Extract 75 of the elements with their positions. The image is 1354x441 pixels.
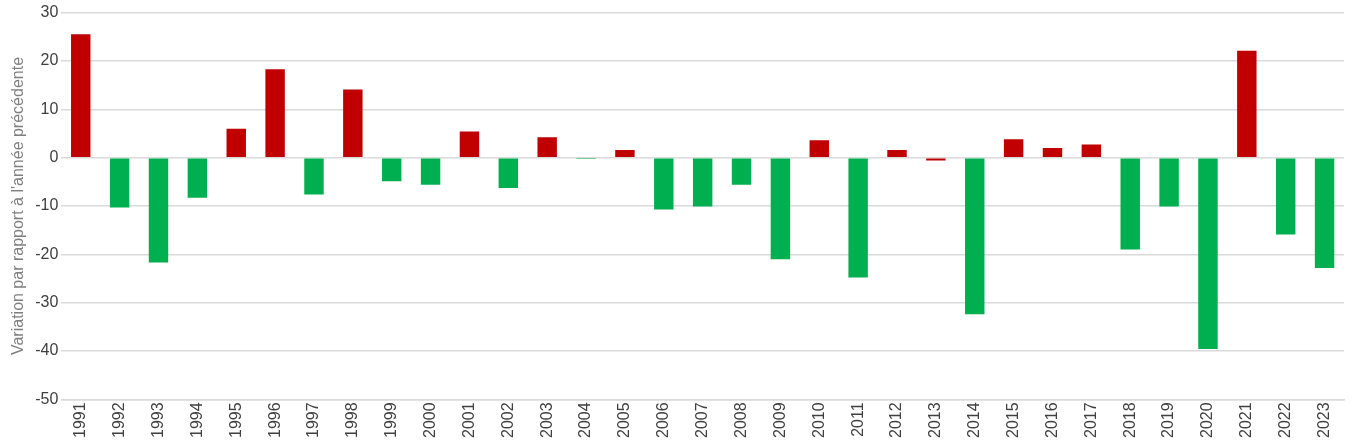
y-tick-label: -40 bbox=[35, 341, 59, 359]
x-tick-label: 2009 bbox=[770, 402, 788, 438]
y-tick-label: -50 bbox=[35, 389, 59, 407]
x-tick-label: 2011 bbox=[848, 402, 866, 437]
bar bbox=[381, 158, 402, 182]
x-tick-label: 1993 bbox=[148, 402, 166, 438]
bar bbox=[1314, 158, 1335, 268]
x-tick-label: 1994 bbox=[187, 402, 205, 438]
x-tick-label: 1999 bbox=[382, 402, 400, 438]
bar bbox=[887, 149, 907, 157]
bar bbox=[187, 158, 208, 198]
x-tick-label: 2015 bbox=[1004, 402, 1022, 438]
y-axis-title: Variation par rapport à l'année précédente bbox=[9, 56, 27, 356]
bar bbox=[809, 140, 829, 157]
bar bbox=[420, 158, 441, 185]
bar bbox=[615, 149, 635, 157]
bar bbox=[1042, 147, 1063, 157]
x-tick-label: 2016 bbox=[1042, 402, 1060, 438]
x-tick-label: 2021 bbox=[1237, 402, 1255, 438]
bar bbox=[304, 158, 324, 195]
x-tick-label: 2018 bbox=[1120, 402, 1138, 438]
bar bbox=[1081, 144, 1102, 157]
x-tick-label: 2020 bbox=[1198, 402, 1216, 438]
y-tick-label: -10 bbox=[35, 196, 59, 214]
bar bbox=[537, 137, 557, 157]
x-tick-label: 2008 bbox=[731, 402, 749, 438]
bar bbox=[731, 158, 752, 185]
x-tick-label: 2013 bbox=[926, 402, 944, 438]
x-tick-label: 2003 bbox=[537, 402, 555, 438]
bar bbox=[498, 158, 519, 189]
bar bbox=[265, 69, 285, 157]
bar bbox=[226, 128, 246, 157]
bar bbox=[654, 158, 674, 210]
bar bbox=[848, 158, 868, 278]
x-tick-label: 2004 bbox=[576, 402, 594, 438]
bar bbox=[1198, 158, 1218, 350]
x-tick-label: 2014 bbox=[965, 402, 983, 438]
x-tick-label: 2006 bbox=[654, 402, 672, 438]
y-tick-label: 10 bbox=[40, 99, 59, 117]
bar bbox=[1120, 158, 1140, 250]
y-tick-label: 20 bbox=[40, 51, 59, 69]
bar bbox=[1237, 50, 1257, 157]
x-tick-label: 2022 bbox=[1276, 402, 1294, 438]
x-tick-label: 2001 bbox=[459, 402, 477, 438]
x-tick-label: 2000 bbox=[420, 402, 438, 438]
x-tick-label: 1996 bbox=[265, 402, 283, 438]
bar bbox=[109, 158, 130, 208]
bar bbox=[1159, 158, 1179, 207]
x-tick-label: 2017 bbox=[1081, 402, 1099, 438]
bar bbox=[148, 158, 169, 263]
x-tick-label: 2019 bbox=[1159, 402, 1177, 438]
x-tick-label: 1992 bbox=[110, 402, 128, 438]
x-tick-label: 2023 bbox=[1314, 402, 1332, 438]
x-tick-label: 2012 bbox=[887, 402, 905, 438]
bar bbox=[459, 131, 480, 157]
bar bbox=[1275, 158, 1296, 235]
bar bbox=[770, 158, 791, 260]
y-tick-label: -30 bbox=[35, 293, 59, 311]
bar bbox=[965, 158, 985, 315]
y-tick-label: -20 bbox=[35, 244, 59, 262]
x-tick-label: 1997 bbox=[304, 402, 322, 438]
bar bbox=[343, 89, 363, 157]
x-tick-label: 2007 bbox=[693, 402, 711, 438]
bar bbox=[71, 34, 91, 157]
x-tick-label: 1995 bbox=[226, 402, 244, 438]
x-tick-label: 2005 bbox=[615, 402, 633, 438]
y-tick-label: 0 bbox=[49, 148, 59, 166]
x-tick-label: 2010 bbox=[809, 402, 827, 438]
x-tick-label: 2002 bbox=[498, 402, 516, 438]
x-tick-label: 1998 bbox=[343, 402, 361, 438]
bar bbox=[926, 158, 946, 161]
y-tick-label: 30 bbox=[40, 3, 59, 21]
bar bbox=[692, 158, 713, 207]
bar bbox=[1003, 139, 1024, 157]
x-tick-label: 1991 bbox=[71, 402, 89, 438]
